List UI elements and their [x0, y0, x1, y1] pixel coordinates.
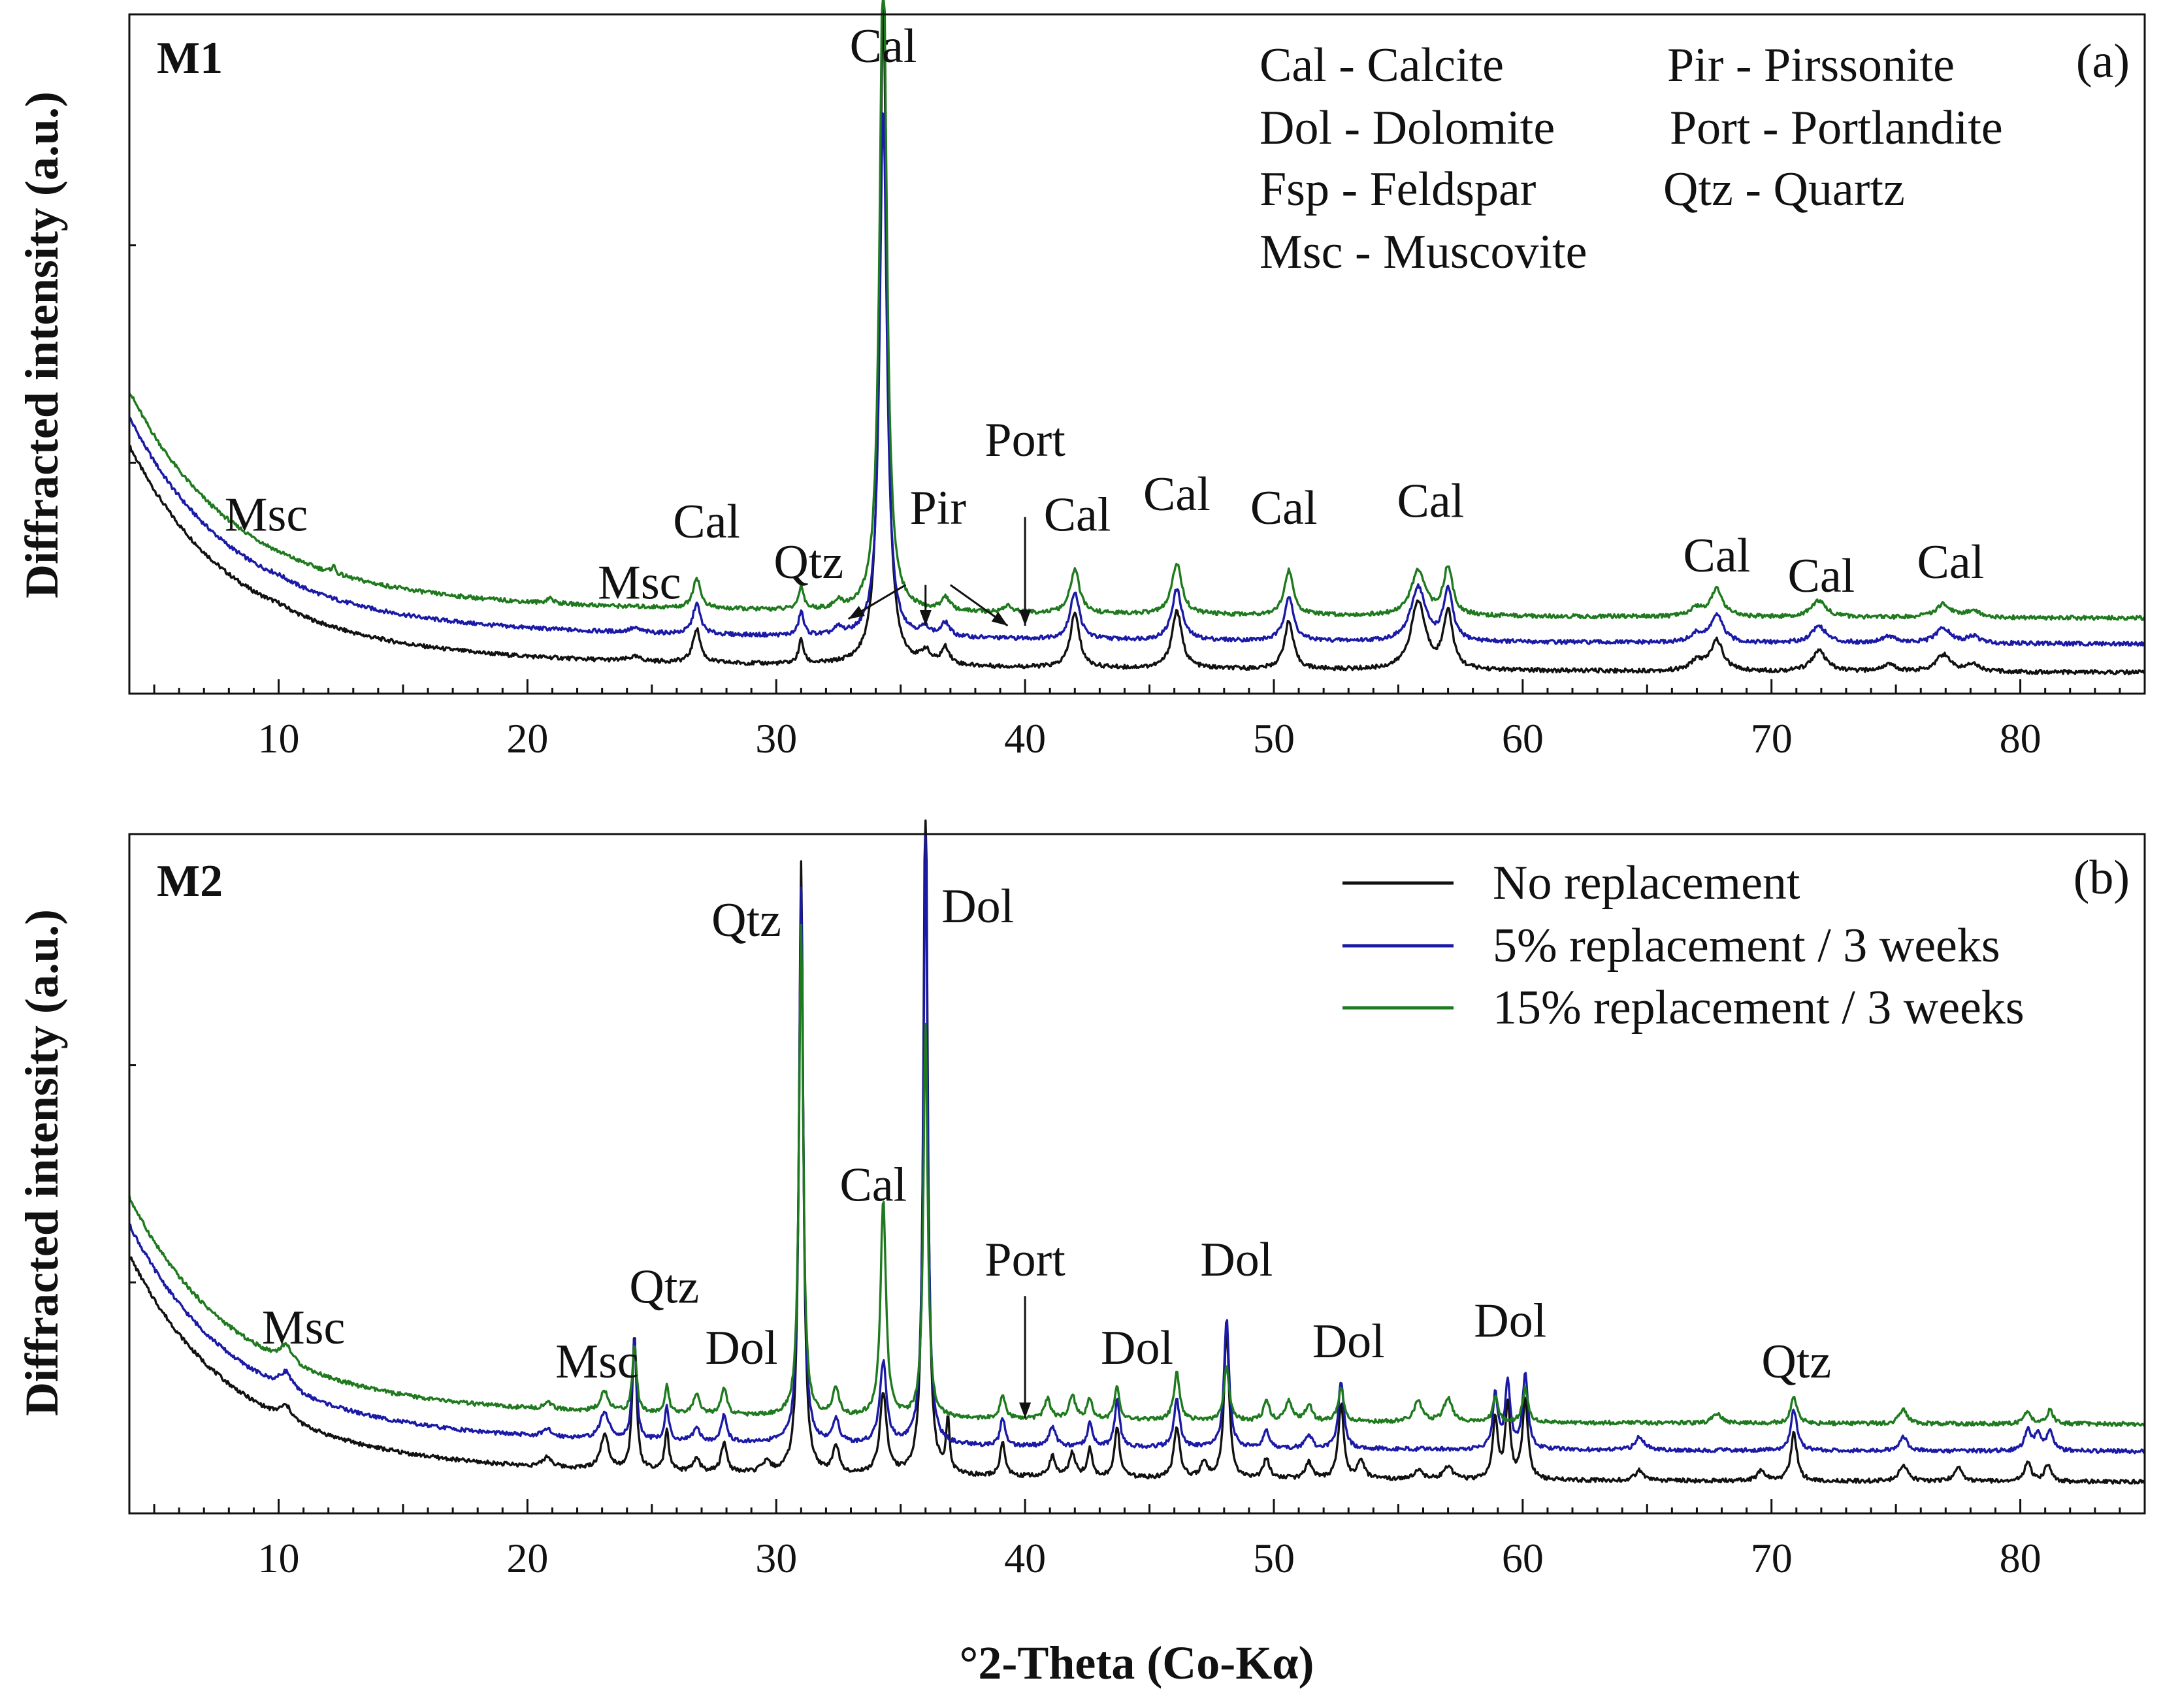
panel-m1: 10 20 30 40 50 60 70 80 M1 (a) Cal - Calcite Do…	[128, 0, 2146, 762]
peak-label-cal: Cal	[1917, 536, 1985, 589]
peak-label-pir: Pir	[910, 481, 966, 535]
peak-label-dol: Dol	[1200, 1233, 1273, 1287]
panel-m1-letter: (a)	[2076, 35, 2130, 88]
peak-label-dol: Dol	[1101, 1321, 1173, 1375]
phase-key-pir: Pir - Pirssonite	[1667, 39, 1955, 92]
phase-key-msc: Msc - Muscovite	[1260, 225, 1587, 279]
peak-label-qtz: Qtz	[773, 536, 843, 589]
x-tick-label: 80	[2000, 1535, 2041, 1581]
series-15-replacement-3-weeks	[128, 0, 2146, 621]
x-tick-label: 20	[506, 1535, 548, 1581]
peak-label-port: Port	[984, 413, 1065, 467]
series-no-replacement	[128, 819, 2146, 1485]
peak-label-dol: Dol	[705, 1321, 777, 1375]
peak-label-msc: Msc	[555, 1335, 638, 1389]
panel-m2-x-ticks: 10 20 30 40 50 60 70 80	[129, 1064, 2146, 1581]
peak-label-cal: Cal	[839, 1159, 907, 1212]
x-tick-label: 30	[755, 1535, 797, 1581]
x-tick-label: 40	[1004, 715, 1046, 762]
panel-m1-annotations: Msc Msc Cal Qtz Cal Pir Port Cal Cal Cal Cal Cal Cal…	[225, 20, 1985, 627]
x-tick-label: 80	[2000, 715, 2041, 762]
peak-label-cal: Cal	[1397, 475, 1465, 528]
panel-m2-label: M2	[157, 856, 223, 907]
series-5-replacement-3-weeks	[129, 833, 2146, 1455]
peak-label-cal: Cal	[1044, 488, 1111, 541]
phase-key-qtz: Qtz - Quartz	[1663, 163, 1905, 216]
peak-label-port: Port	[984, 1233, 1065, 1287]
x-tick-label: 20	[506, 715, 548, 762]
phase-key-dol: Dol - Dolomite	[1260, 101, 1555, 155]
peak-label-dol: Dol	[1474, 1295, 1546, 1348]
panel-m1-traces	[128, 0, 2146, 675]
phase-key: Cal - Calcite Dol - Dolomite Fsp - Felds…	[1260, 39, 2003, 279]
panel-m1-label: M1	[157, 33, 223, 84]
panel-m1-frame	[128, 13, 2146, 695]
peak-label-msc: Msc	[598, 556, 681, 609]
peak-label-dol: Dol	[941, 880, 1014, 933]
panel-m2-frame	[128, 833, 2146, 1515]
peak-label-qtz: Qtz	[1761, 1335, 1831, 1389]
legend-label-no-replacement: No replacement	[1493, 856, 1800, 910]
peak-label-qtz: Qtz	[711, 894, 781, 947]
x-tick-label: 50	[1253, 715, 1295, 762]
annotation-arrowhead	[848, 605, 865, 619]
x-tick-label: 70	[1751, 715, 1793, 762]
phase-key-port: Port - Portlandite	[1670, 101, 2003, 155]
panel-m2-letter: (b)	[2074, 851, 2130, 905]
annotation-arrowhead	[991, 611, 1008, 626]
y-axis-title-bottom: Diffracted intensity (a.u.)	[16, 909, 68, 1416]
peak-label-msc: Msc	[225, 488, 308, 541]
x-tick-label: 10	[258, 715, 300, 762]
peak-label-cal: Cal	[850, 20, 917, 73]
series-5-replacement-3-weeks	[129, 112, 2146, 647]
x-tick-label: 30	[755, 715, 797, 762]
peak-label-cal: Cal	[1250, 481, 1318, 535]
x-tick-label: 10	[258, 1535, 300, 1581]
y-axis-title-top: Diffracted intensity (a.u.)	[16, 91, 68, 598]
annotation-arrowhead	[919, 610, 932, 626]
phase-key-cal: Cal - Calcite	[1260, 39, 1504, 92]
peak-label-cal: Cal	[1787, 549, 1855, 603]
legend: No replacement 5% replacement / 3 weeks …	[1342, 856, 2025, 1035]
panel-m2-traces	[128, 819, 2146, 1485]
annotation-arrowhead	[1019, 610, 1032, 626]
x-tick-label: 60	[1502, 715, 1544, 762]
x-axis-title: °2-Theta (Co-Kα)	[960, 1637, 1314, 1689]
panel-m2: 10 20 30 40 50 60 70 80 M2 (b) No replacement 5…	[128, 819, 2146, 1581]
series-15-replacement-3-weeks	[128, 924, 2146, 1427]
series-no-replacement	[128, 7, 2145, 675]
peak-label-msc: Msc	[262, 1301, 345, 1355]
panel-m1-x-ticks: 10 20 30 40 50 60 70 80	[129, 244, 2146, 762]
x-tick-label: 50	[1253, 1535, 1295, 1581]
x-tick-label: 60	[1502, 1535, 1544, 1581]
x-tick-label: 40	[1004, 1535, 1046, 1581]
legend-label-5pct: 5% replacement / 3 weeks	[1493, 919, 2000, 973]
annotation-arrowhead	[1019, 1402, 1032, 1419]
peak-label-cal: Cal	[1143, 468, 1211, 521]
peak-label-dol: Dol	[1312, 1315, 1385, 1368]
legend-label-15pct: 15% replacement / 3 weeks	[1493, 981, 2025, 1035]
peak-label-qtz: Qtz	[629, 1261, 699, 1314]
phase-key-fsp: Fsp - Feldspar	[1260, 163, 1536, 216]
peak-label-cal: Cal	[1683, 529, 1751, 583]
x-tick-label: 70	[1751, 1535, 1793, 1581]
peak-label-cal: Cal	[673, 495, 740, 549]
